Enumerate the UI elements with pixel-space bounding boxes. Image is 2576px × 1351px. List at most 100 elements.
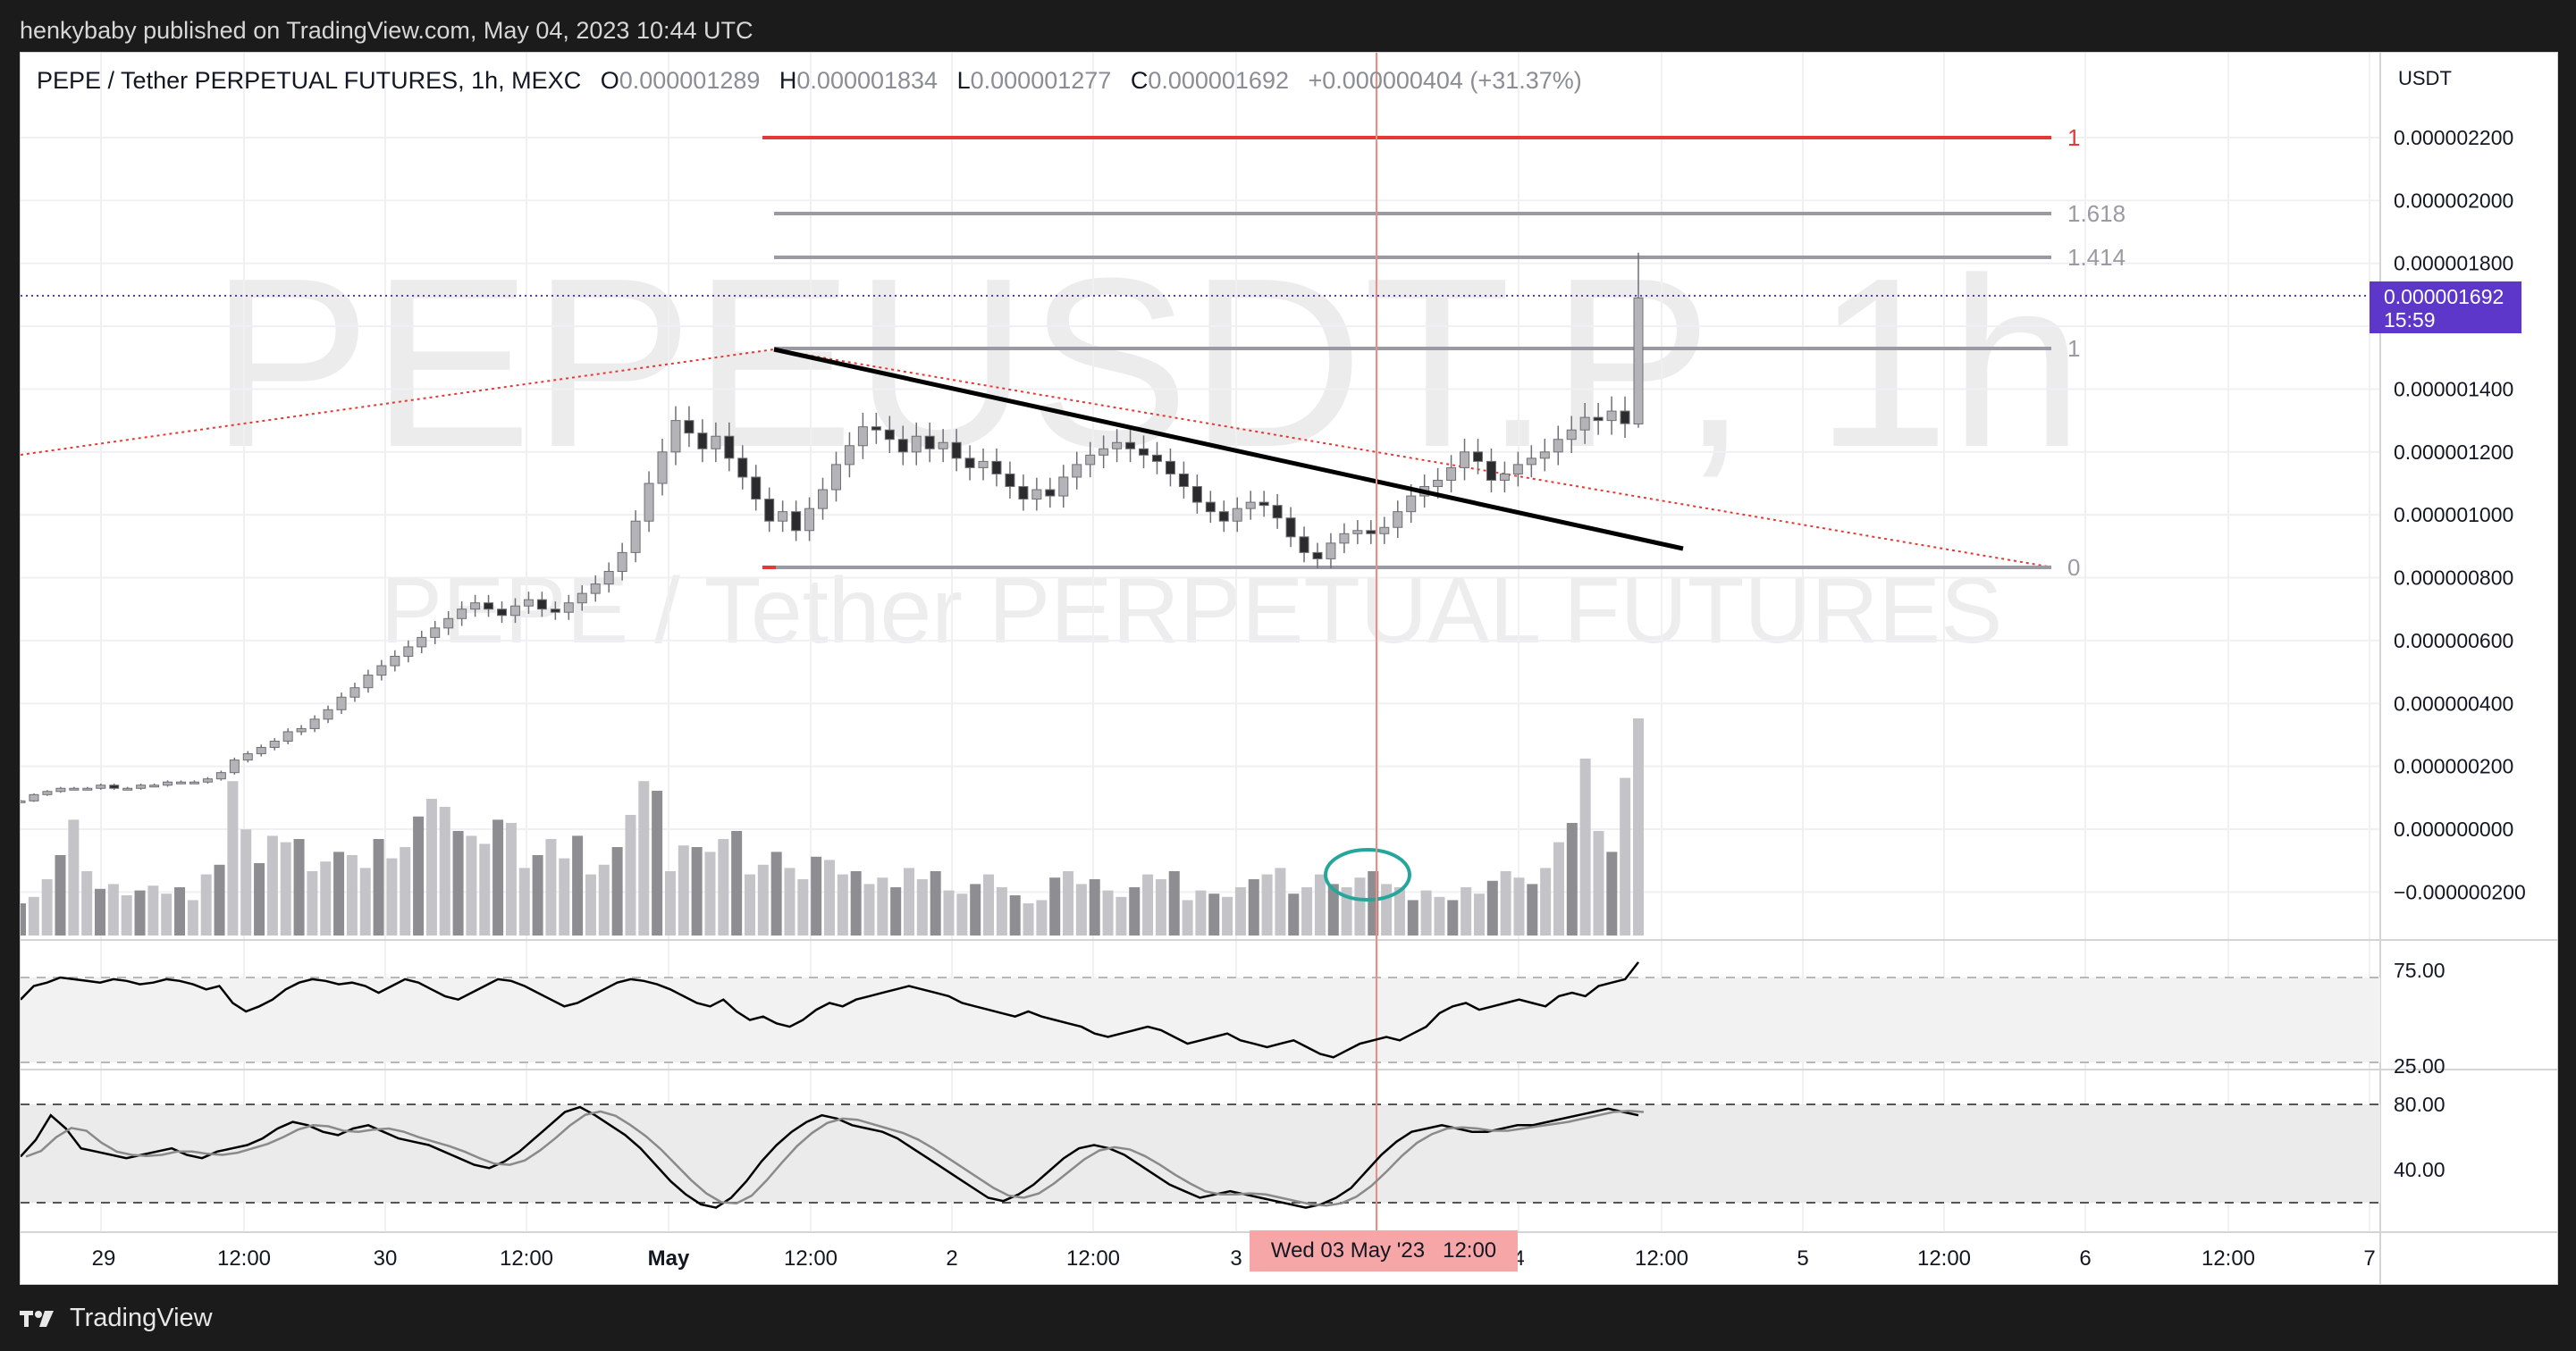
- volume-bar: [652, 791, 663, 936]
- candle-body: [1218, 511, 1229, 522]
- volume-bar: [293, 839, 305, 936]
- fib-red-label: 1: [2067, 124, 2080, 151]
- time-tick-label: 7: [2363, 1246, 2375, 1271]
- candle-body: [1099, 448, 1109, 456]
- price-tick-label: 0.000000400: [2394, 692, 2513, 715]
- candle-body: [603, 571, 614, 585]
- symbol-legend[interactable]: PEPE / Tether PERPETUAL FUTURES, 1h, MEX…: [37, 67, 1582, 95]
- time-tick-label: 12:00: [784, 1246, 838, 1271]
- candle-body: [1072, 464, 1082, 478]
- volume-bar: [1354, 877, 1366, 936]
- volume-bar: [240, 829, 252, 936]
- volume-bar: [1620, 777, 1631, 936]
- volume-bar: [492, 819, 504, 936]
- candle-body: [1299, 536, 1309, 553]
- price-tick-label: 0.000002000: [2394, 189, 2513, 212]
- candle-body: [509, 605, 520, 617]
- watermark-name: PEPE / Tether PERPETUAL FUTURES: [381, 559, 2003, 663]
- volume-bar: [1129, 887, 1141, 936]
- price-tick-label: 0.000001800: [2394, 252, 2513, 275]
- price-axis[interactable]: 0.000002200 0.000002000 0.000001800 0.00000…: [2394, 126, 2526, 903]
- candle-body: [1058, 476, 1069, 497]
- candle-body: [550, 608, 560, 613]
- volume-bar: [1275, 868, 1286, 936]
- volume-bar: [757, 864, 769, 936]
- candle-body: [1406, 495, 1417, 513]
- candle-body: [1139, 448, 1149, 456]
- descending-trendline[interactable]: [773, 347, 1684, 551]
- candle-body: [804, 508, 815, 532]
- volume-bar: [386, 858, 398, 936]
- price-tick-label: 0.000000600: [2394, 629, 2513, 652]
- volume-bar: [1063, 871, 1074, 936]
- stoch-axis-upper: 80.00: [2394, 1093, 2446, 1116]
- time-tick-label: 12:00: [217, 1246, 271, 1271]
- volume-bar: [479, 843, 491, 936]
- candle-body: [1472, 451, 1483, 462]
- time-axis[interactable]: 29 12:00 30 12:00 May 12:00 2 12:00 3 4 12:00 5 12:0…: [92, 1246, 2376, 1271]
- candle-body: [470, 602, 481, 610]
- volume-bar: [970, 884, 981, 936]
- volume-bar: [55, 855, 66, 936]
- volume-bar: [1195, 890, 1207, 936]
- volume-bar: [1513, 877, 1525, 936]
- candle-body: [349, 687, 360, 698]
- volume-bar: [346, 855, 358, 936]
- price-tick-label: 0.000002200: [2394, 126, 2513, 149]
- legend-change: +0.000000404 (+31.37%): [1308, 67, 1582, 94]
- candle-body: [29, 793, 39, 801]
- time-tick-label: May: [648, 1246, 690, 1271]
- candle-body: [590, 583, 601, 594]
- candle-body: [109, 785, 120, 789]
- candle-body: [390, 656, 400, 667]
- volume-bar: [691, 847, 703, 936]
- volume-bar: [1327, 884, 1339, 936]
- volume-bar: [1314, 874, 1326, 936]
- candle-body: [938, 441, 948, 449]
- rsi-axis-upper: 75.00: [2394, 959, 2446, 982]
- volume-bar: [147, 885, 159, 936]
- time-tick-label: 12:00: [2201, 1246, 2255, 1271]
- candle-body: [924, 435, 935, 449]
- candle-body: [1285, 517, 1296, 538]
- volume-bar: [95, 888, 106, 936]
- volume-bar: [1527, 884, 1538, 936]
- volume-bar: [333, 852, 345, 936]
- candle-body: [69, 787, 80, 791]
- chart-canvas[interactable]: PEPEUSDT.P, 1h PEPE / Tether PERPETUAL F…: [21, 53, 2557, 1284]
- volume-bar: [1075, 884, 1087, 936]
- legend-high-value: 0.000001834: [796, 67, 939, 94]
- candle-body: [1112, 441, 1123, 449]
- volume-bar: [863, 884, 875, 936]
- candle-body: [1379, 526, 1390, 534]
- candle-body: [376, 665, 387, 676]
- volume-bar: [439, 807, 450, 936]
- candle-body: [256, 747, 266, 755]
- volume-bar: [81, 871, 93, 936]
- candle-body: [122, 787, 133, 791]
- volume-bar: [214, 864, 225, 936]
- candle-body: [577, 592, 587, 604]
- volume-bar: [1089, 879, 1100, 936]
- candle-body: [1566, 429, 1577, 441]
- time-tick-label: 5: [1797, 1246, 1808, 1271]
- last-price-label: 0.000001692 15:59: [2370, 281, 2521, 333]
- legend-close-value: 0.000001692: [1148, 67, 1289, 94]
- volume-bar: [1434, 896, 1445, 936]
- volume-bar: [1208, 894, 1220, 936]
- candle-body: [363, 675, 374, 689]
- candle-body: [189, 781, 199, 785]
- volume-bar: [598, 864, 610, 936]
- volume-bar: [413, 816, 425, 936]
- candle-body: [82, 787, 93, 791]
- fib-1618-label: 1.618: [2067, 200, 2126, 227]
- channel-line-right: [773, 348, 2049, 567]
- candle-body: [1539, 451, 1550, 459]
- volume-highlight-ellipse: [1324, 848, 1411, 902]
- candles: [21, 252, 1644, 803]
- chart-panel[interactable]: PEPEUSDT.P, 1h PEPE / Tether PERPETUAL F…: [20, 52, 2558, 1285]
- volume-bar: [784, 868, 796, 936]
- volume-bar: [161, 894, 173, 936]
- volume-bar: [890, 887, 902, 936]
- footer-brand[interactable]: TradingView: [20, 1291, 213, 1345]
